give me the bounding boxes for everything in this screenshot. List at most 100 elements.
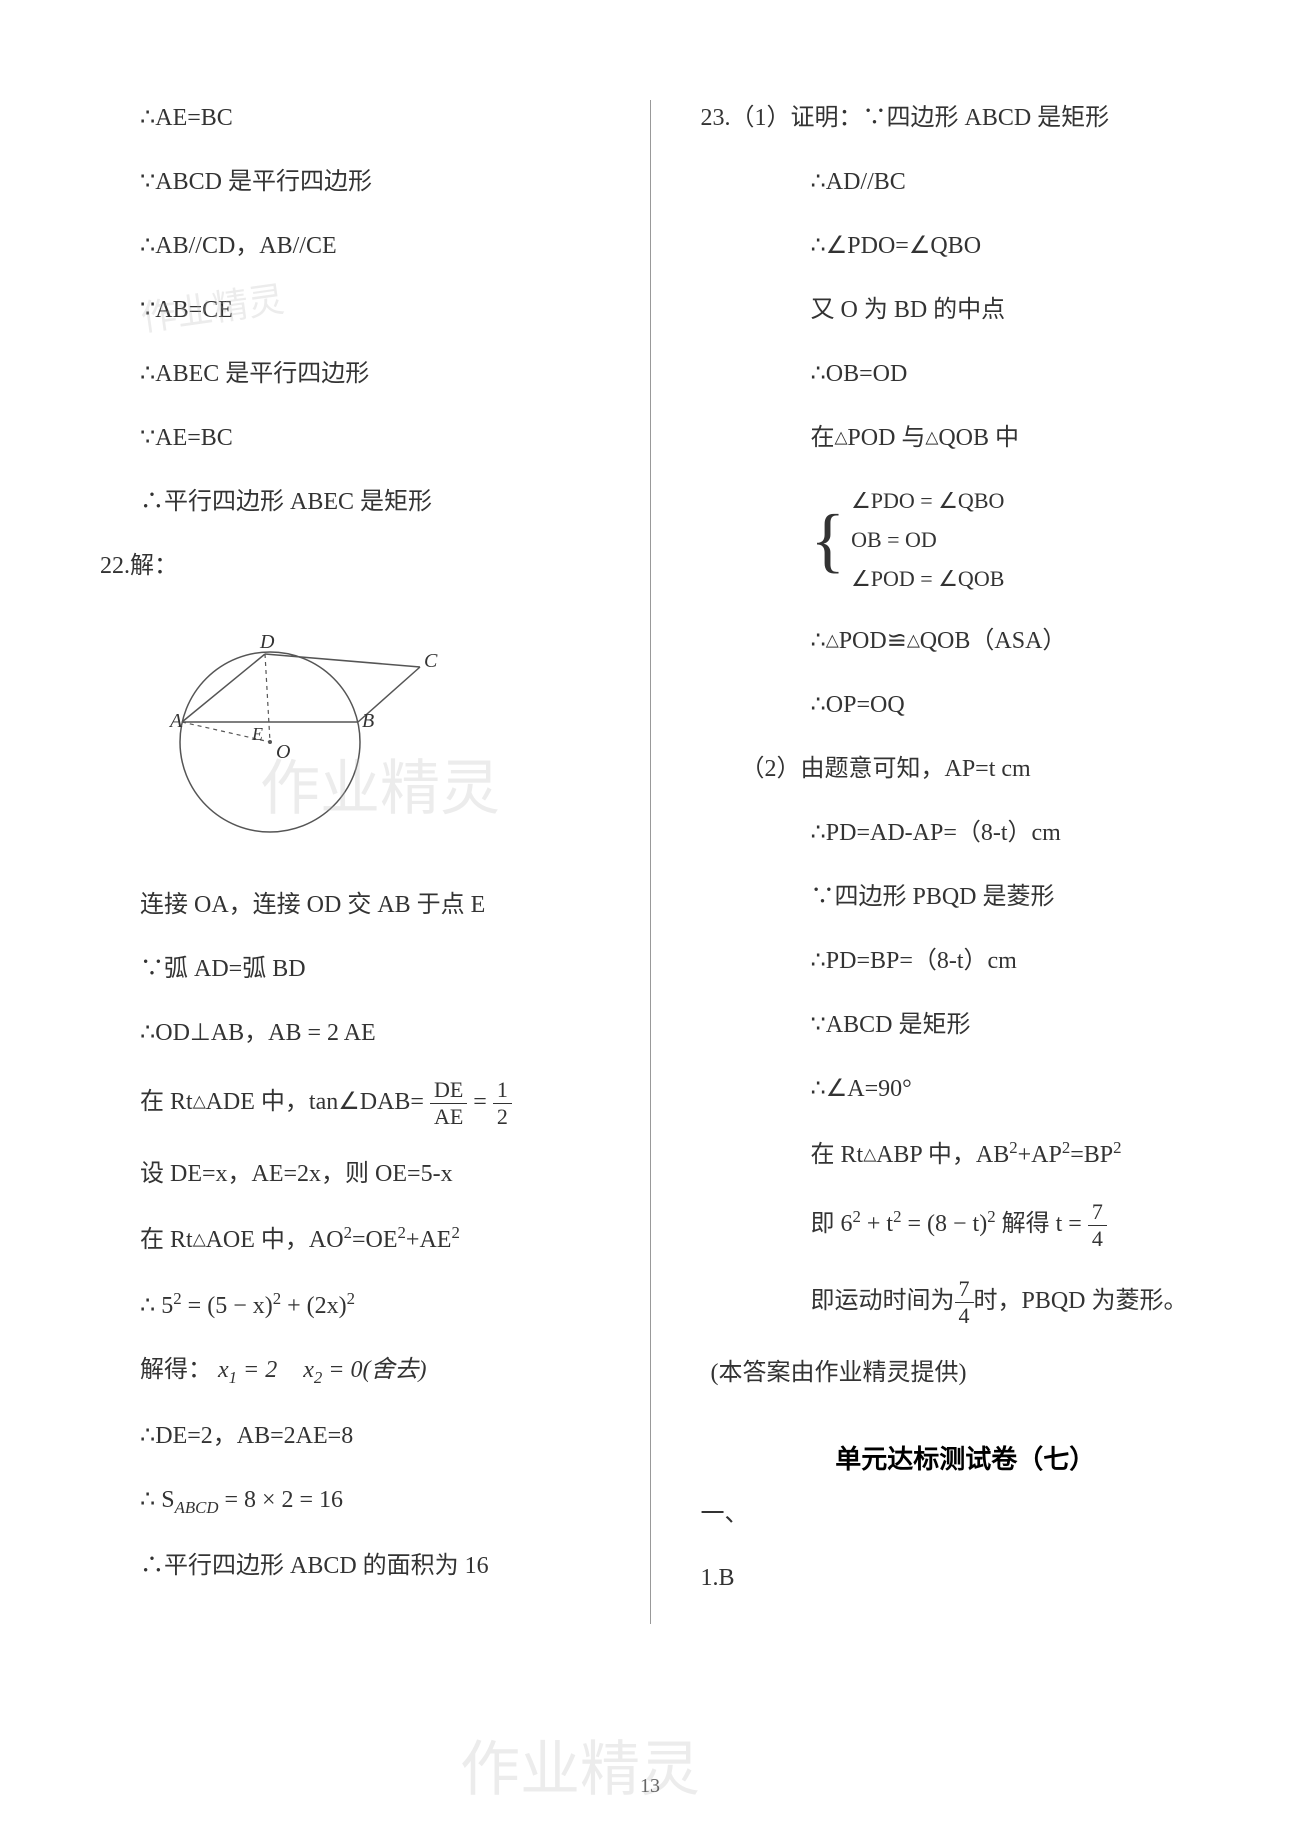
text: 即 6 bbox=[811, 1211, 853, 1237]
proof-line: ∴AD//BC bbox=[691, 164, 1241, 200]
sup: 2 bbox=[347, 1289, 355, 1308]
proof-line: 在 Rt△ABP 中，AB2+AP2=BP2 bbox=[691, 1135, 1241, 1173]
fraction: 12 bbox=[493, 1079, 512, 1128]
sup: 2 bbox=[853, 1207, 861, 1226]
brace-row: ∠POD = ∠QOB bbox=[851, 562, 1004, 595]
proof-line: 又 O 为 BD 的中点 bbox=[691, 292, 1241, 328]
proof-line: ∴OD⊥AB，AB = 2 AE bbox=[60, 1015, 610, 1051]
numerator: 1 bbox=[493, 1079, 512, 1104]
triangle-icon: △ bbox=[863, 1144, 876, 1163]
label-o: O bbox=[276, 741, 290, 763]
sub: ABCD bbox=[175, 1498, 219, 1517]
section-heading: 单元达标测试卷（七） bbox=[691, 1439, 1241, 1476]
sup: 2 bbox=[1113, 1138, 1121, 1157]
text: +AP bbox=[1018, 1142, 1062, 1168]
triangle-icon: △ bbox=[925, 427, 938, 446]
sup: 2 bbox=[273, 1289, 281, 1308]
proof-line: ∴ABEC 是平行四边形 bbox=[60, 356, 610, 392]
label-e: E bbox=[251, 724, 263, 744]
denominator: 4 bbox=[955, 1303, 974, 1327]
text: QOB 中 bbox=[938, 425, 1019, 451]
proof-line: ∴PD=BP=（8-t）cm bbox=[691, 943, 1241, 979]
question-label: 22.解： bbox=[60, 548, 610, 584]
left-brace-icon: { bbox=[811, 504, 846, 576]
proof-line: ∴△POD≌△QOB（ASA） bbox=[691, 623, 1241, 659]
proof-line: ∴PD=AD-AP=（8-t）cm bbox=[691, 815, 1241, 851]
sup: 2 bbox=[344, 1223, 352, 1242]
denominator: 4 bbox=[1088, 1226, 1107, 1250]
triangle-icon: △ bbox=[835, 427, 848, 446]
text: ABP 中，AB bbox=[876, 1142, 1009, 1168]
sup: 2 bbox=[1062, 1138, 1070, 1157]
text: 在 Rt bbox=[140, 1227, 193, 1253]
equation: ∴ SABCD = 8 × 2 = 16 bbox=[60, 1482, 610, 1520]
proof-line: ∵ABCD 是平行四边形 bbox=[60, 164, 610, 200]
text: 解得 t = bbox=[996, 1211, 1088, 1237]
triangle-icon: △ bbox=[826, 630, 839, 649]
proof-line: 即运动时间为74时，PBQD 为菱形。 bbox=[691, 1278, 1241, 1327]
proof-line: ∵弧 AD=弧 BD bbox=[60, 951, 610, 987]
proof-line: ∵ABCD 是矩形 bbox=[691, 1007, 1241, 1043]
text: + (2x) bbox=[281, 1293, 347, 1319]
denominator: AE bbox=[430, 1104, 467, 1128]
proof-line: 在 Rt△ADE 中，tan∠DAB= DEAE = 12 bbox=[60, 1079, 610, 1128]
geometry-diagram: A B C D E O bbox=[140, 632, 610, 857]
proof-line: ∴平行四边形 ABCD 的面积为 16 bbox=[60, 1548, 610, 1584]
var: x bbox=[218, 1357, 229, 1383]
part-heading: 一、 bbox=[691, 1496, 1241, 1532]
label-a: A bbox=[168, 710, 183, 732]
proof-line: ∴∠A=90° bbox=[691, 1071, 1241, 1107]
sup: 2 bbox=[173, 1289, 181, 1308]
text: 即运动时间为 bbox=[811, 1288, 955, 1314]
proof-line: 在 Rt△AOE 中，AO2=OE2+AE2 bbox=[60, 1220, 610, 1258]
sub: 1 bbox=[229, 1368, 237, 1387]
text: 在 Rt bbox=[811, 1142, 864, 1168]
proof-line: ∴OB=OD bbox=[691, 356, 1241, 392]
proof-line: 解得： x1 = 2 x2 = 0(舍去) bbox=[60, 1352, 610, 1390]
point-o bbox=[268, 740, 272, 744]
label-b: B bbox=[362, 710, 374, 732]
text: AOE 中，AO bbox=[206, 1227, 344, 1253]
proof-line: ∴AE=BC bbox=[60, 100, 610, 136]
sup: 2 bbox=[398, 1223, 406, 1242]
numerator: 7 bbox=[955, 1278, 974, 1303]
fraction: 74 bbox=[955, 1278, 974, 1327]
answer-line: 1.B bbox=[691, 1560, 1241, 1596]
text: =OE bbox=[352, 1227, 398, 1253]
proof-line: 在△POD 与△QOB 中 bbox=[691, 420, 1241, 456]
segment-do bbox=[265, 654, 270, 742]
text: POD 与 bbox=[847, 425, 925, 451]
brace-row: ∠PDO = ∠QBO bbox=[851, 484, 1004, 517]
text: = 8 × 2 = 16 bbox=[218, 1487, 343, 1513]
text: +AE bbox=[406, 1227, 452, 1253]
text: ∴ 5 bbox=[140, 1293, 173, 1319]
page-number: 13 bbox=[640, 1775, 660, 1798]
text: QOB（ASA） bbox=[920, 628, 1067, 654]
text: POD≌ bbox=[839, 628, 907, 654]
proof-line: ∴∠PDO=∠QBO bbox=[691, 228, 1241, 264]
text: 解得： bbox=[140, 1357, 212, 1383]
text: = (8 − t) bbox=[901, 1211, 987, 1237]
sup: 2 bbox=[987, 1207, 995, 1226]
page-content: ∴AE=BC ∵ABCD 是平行四边形 ∴AB//CD，AB//CE ∵AB=C… bbox=[0, 0, 1300, 1684]
equation: ∴ 52 = (5 − x)2 + (2x)2 bbox=[60, 1286, 610, 1324]
fraction: DEAE bbox=[430, 1079, 467, 1128]
left-column: ∴AE=BC ∵ABCD 是平行四边形 ∴AB//CD，AB//CE ∵AB=C… bbox=[60, 100, 610, 1624]
text: = 0(舍去) bbox=[322, 1357, 426, 1383]
text: ADE 中，tan∠DAB= bbox=[206, 1089, 424, 1115]
proof-line: ∴OP=OQ bbox=[691, 687, 1241, 723]
text: =BP bbox=[1070, 1142, 1113, 1168]
brace-row: OB = OD bbox=[851, 523, 1004, 556]
denominator: 2 bbox=[493, 1104, 512, 1128]
sup: 2 bbox=[451, 1223, 459, 1242]
proof-line: ∵AB=CE bbox=[60, 292, 610, 328]
text: = (5 − x) bbox=[182, 1293, 273, 1319]
text: = 2 bbox=[237, 1357, 277, 1383]
credit-line: (本答案由作业精灵提供) bbox=[691, 1355, 1241, 1391]
triangle-icon: △ bbox=[193, 1092, 206, 1111]
text: ∴ S bbox=[140, 1487, 175, 1513]
text: 在 Rt bbox=[140, 1089, 193, 1115]
proof-line: 连接 OA，连接 OD 交 AB 于点 E bbox=[60, 887, 610, 923]
part-label: （2）由题意可知，AP=t cm bbox=[691, 751, 1241, 787]
text: 在 bbox=[811, 425, 835, 451]
